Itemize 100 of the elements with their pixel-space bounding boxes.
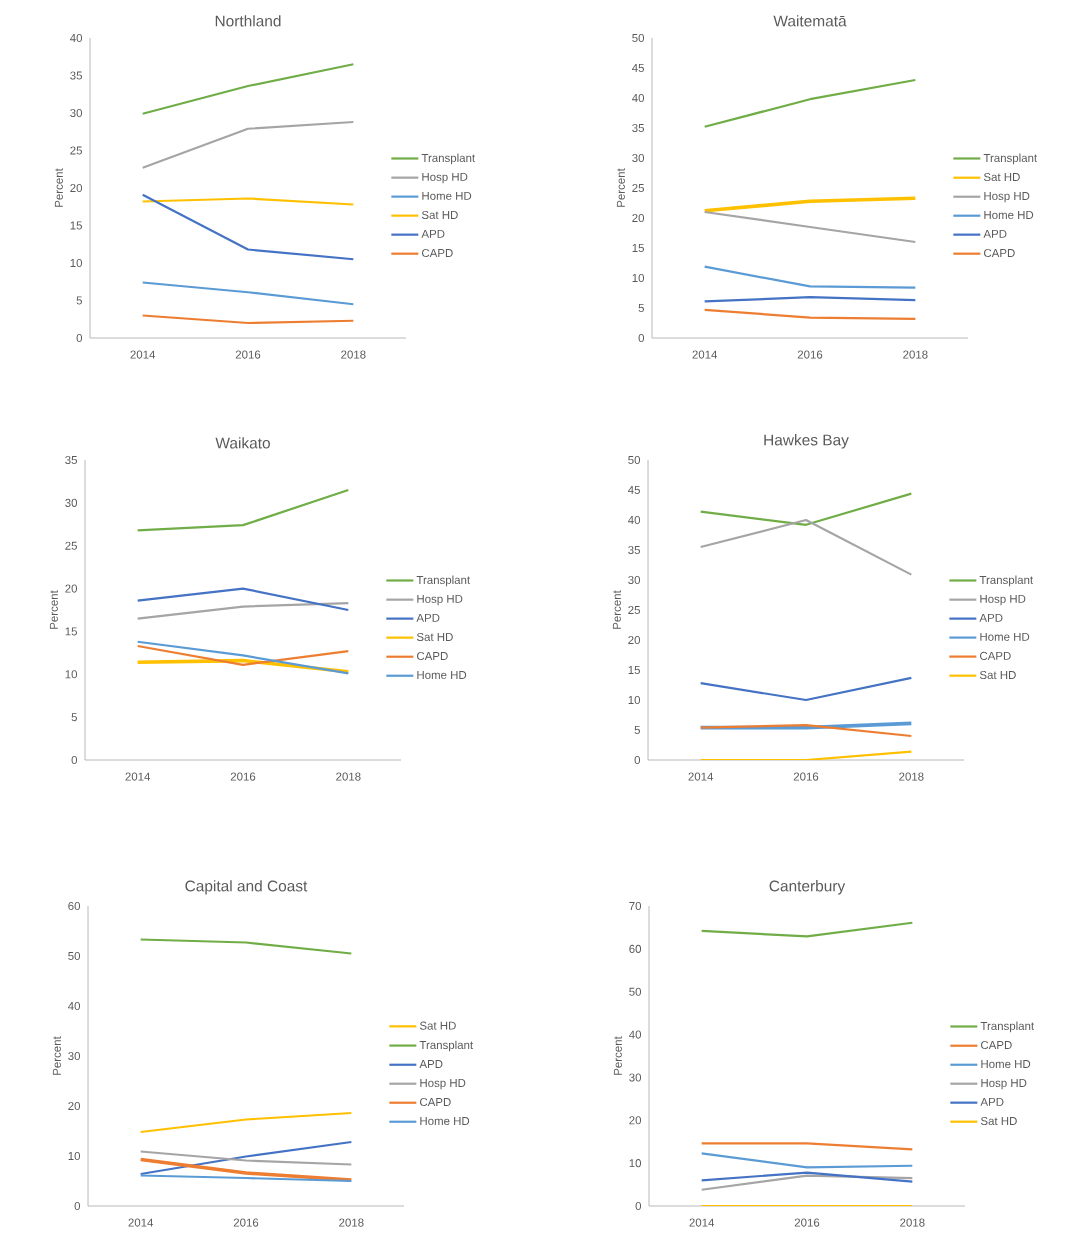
legend-label: Hosp HD (981, 1079, 1027, 1090)
legend-label: Sat HD (419, 1021, 456, 1030)
y-tick-label: 40 (632, 93, 645, 103)
x-tick-label: 2014 (689, 1218, 715, 1227)
y-tick-label: 20 (629, 1116, 642, 1125)
chart-title: Capital and Coast (185, 880, 308, 895)
legend-label: Hosp HD (984, 192, 1030, 203)
x-tick-label: 2016 (233, 1218, 259, 1227)
y-tick-label: 50 (68, 951, 81, 961)
legend-label: Sat HD (421, 210, 458, 219)
chart-title: Northland (215, 15, 281, 27)
y-axis-title: Percent (612, 590, 621, 629)
y-tick-label: 20 (65, 584, 78, 593)
y-tick-label: 15 (70, 221, 82, 230)
legend-label: Sat HD (983, 172, 1020, 182)
x-tick-label: 2018 (339, 1218, 364, 1227)
legend-label: Sat HD (979, 670, 1016, 680)
legend-label: APD (419, 1060, 443, 1068)
legend-label: Hosp HD (417, 594, 463, 606)
y-tick-label: 40 (629, 1030, 642, 1039)
y-tick-label: 40 (68, 1001, 81, 1011)
y-tick-label: 10 (629, 1159, 642, 1168)
y-tick-label: 20 (632, 213, 645, 223)
x-tick-label: 2018 (900, 1218, 925, 1227)
legend-label: Hosp HD (422, 172, 468, 184)
x-tick-label: 2014 (125, 772, 151, 781)
y-axis-title: Percent (54, 168, 63, 207)
y-tick-label: 10 (68, 1151, 81, 1161)
y-tick-label: 5 (634, 726, 641, 734)
legend-label: Sat HD (980, 1116, 1017, 1126)
y-tick-label: 5 (638, 304, 645, 312)
legend-label: Sat HD (416, 632, 453, 641)
y-tick-label: 0 (635, 1201, 642, 1211)
y-tick-label: 40 (628, 515, 641, 525)
chart-title: Waikato (215, 437, 270, 449)
x-tick-label: 2016 (793, 772, 819, 781)
y-tick-label: 50 (629, 987, 642, 996)
y-tick-label: 5 (71, 713, 77, 722)
legend-label: CAPD (984, 248, 1015, 258)
x-tick-label: 2016 (230, 772, 256, 781)
y-tick-label: 10 (65, 670, 78, 679)
y-tick-label: 10 (70, 258, 83, 268)
legend-label: Home HD (417, 671, 467, 680)
y-tick-label: 20 (628, 635, 641, 645)
y-tick-label: 20 (70, 183, 83, 193)
y-tick-label: 0 (76, 333, 83, 343)
legend-label: APD (983, 229, 1007, 238)
legend-label: APD (980, 1097, 1004, 1106)
chart-title: Canterbury (769, 880, 846, 895)
x-tick-label: 2018 (903, 350, 928, 359)
y-tick-label: 25 (628, 605, 640, 615)
y-tick-label: 15 (65, 627, 77, 636)
legend-label: CAPD (417, 651, 448, 661)
y-tick-label: 35 (70, 71, 82, 80)
y-tick-label: 40 (70, 33, 83, 43)
x-tick-label: 2016 (794, 1218, 820, 1227)
legend-label: CAPD (420, 1097, 451, 1107)
legend-label: Home HD (422, 191, 472, 200)
y-tick-label: 0 (634, 755, 641, 765)
x-tick-label: 2014 (128, 1218, 154, 1227)
y-tick-label: 15 (632, 244, 644, 252)
y-axis-title: Percent (52, 1036, 61, 1075)
y-tick-label: 30 (65, 498, 78, 507)
legend-label: APD (416, 613, 440, 622)
y-tick-label: 30 (70, 108, 83, 118)
y-tick-label: 20 (68, 1101, 81, 1111)
x-tick-label: 2018 (341, 350, 366, 359)
legend-label: Home HD (980, 632, 1030, 641)
x-tick-label: 2014 (692, 350, 718, 359)
x-tick-label: 2018 (899, 772, 924, 781)
y-tick-label: 50 (628, 455, 641, 465)
y-tick-label: 60 (629, 944, 642, 953)
legend-label: Home HD (420, 1117, 470, 1126)
y-tick-label: 25 (70, 146, 82, 155)
chart-title: Waitematā (773, 15, 847, 27)
legend-label: Transplant (421, 153, 476, 165)
x-tick-label: 2018 (336, 772, 361, 781)
y-axis-title: Percent (616, 168, 625, 207)
legend-label: Transplant (416, 575, 471, 587)
legend-label: Transplant (419, 1040, 474, 1052)
x-tick-label: 2014 (688, 772, 714, 781)
y-tick-label: 45 (628, 486, 640, 494)
x-tick-label: 2016 (235, 350, 261, 359)
x-tick-label: 2014 (130, 350, 156, 359)
legend-label: CAPD (422, 248, 453, 258)
y-tick-label: 50 (632, 33, 645, 43)
legend-label: APD (421, 229, 445, 238)
x-tick-label: 2016 (797, 350, 823, 359)
y-tick-label: 0 (638, 333, 645, 343)
y-tick-label: 35 (65, 455, 77, 465)
y-tick-label: 70 (629, 901, 642, 911)
y-tick-label: 15 (628, 666, 640, 674)
y-axis-title: Percent (613, 1036, 622, 1075)
y-tick-label: 25 (65, 541, 77, 550)
chart-title: Hawkes Bay (764, 434, 849, 449)
y-tick-label: 5 (76, 296, 82, 305)
legend-label: Transplant (983, 153, 1038, 165)
legend-label: Hosp HD (420, 1079, 466, 1090)
y-tick-label: 35 (632, 123, 644, 133)
y-tick-label: 35 (628, 545, 640, 555)
